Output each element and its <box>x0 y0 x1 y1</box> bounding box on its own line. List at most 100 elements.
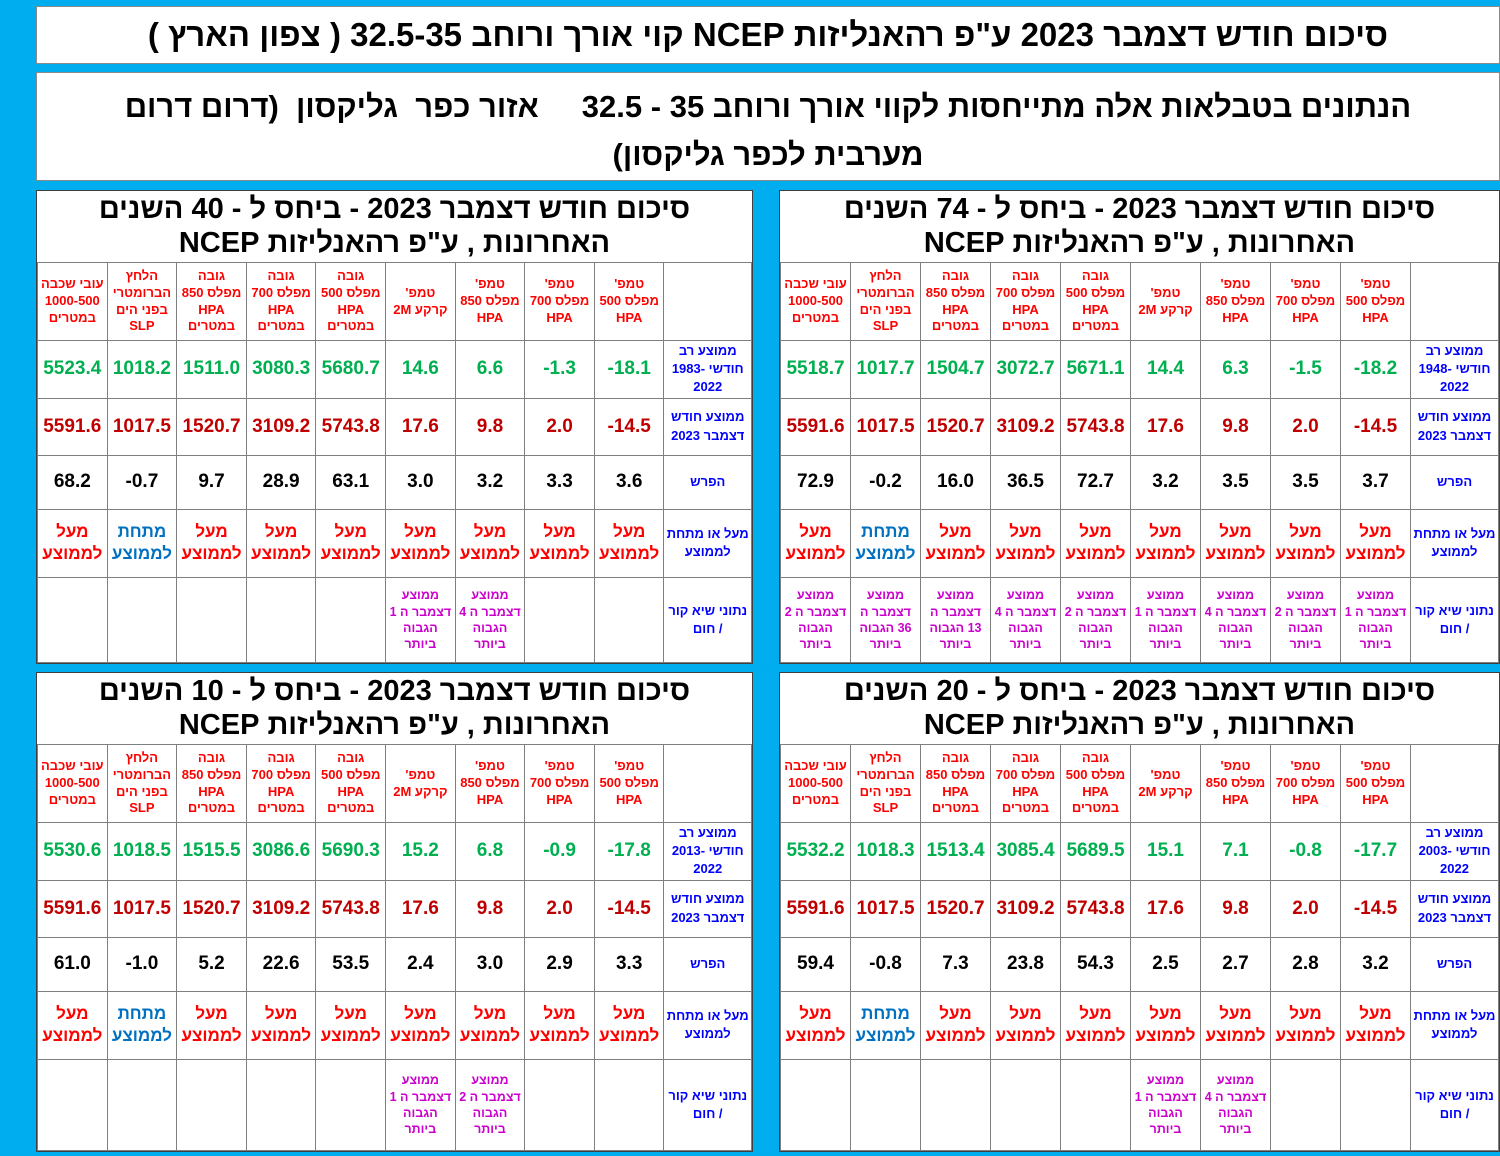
cell-avg: 5518.7 <box>780 340 851 399</box>
table-title-text: סיכום חודש דצמבר 2023 - ביחס ל - 20 השני… <box>843 675 1436 741</box>
cell-records: ממוצע דצמבר ה 1 הגבוה ביותר <box>385 576 456 664</box>
cell-dec: 3109.2 <box>245 879 317 938</box>
cell-avg: -18.2 <box>1340 340 1411 399</box>
cell-avg: 15.1 <box>1130 822 1201 881</box>
cell-dec: 1017.5 <box>106 397 178 456</box>
table-row-above: מעל לממוצע מתחת לממוצע מעל לממוצע מעל לממוצ… <box>37 508 752 578</box>
cell-above: מעל לממוצע <box>176 990 247 1060</box>
cell-avg: 1018.2 <box>106 340 178 399</box>
row-label: ממוצע רב חודשי 1948-2022 <box>1410 340 1499 399</box>
cell-above: מעל לממוצע <box>1060 990 1131 1060</box>
corner-cell <box>1410 262 1499 341</box>
row-label: מעל או מתחת לממוצע <box>663 990 752 1060</box>
cell-avg: 1515.5 <box>176 822 247 881</box>
page-title: סיכום חודש דצמבר 2023 ע"פ רהאנליזות NCEP… <box>36 6 1500 64</box>
corner-cell <box>663 744 752 823</box>
cell-above: מעל לממוצע <box>524 990 595 1060</box>
column-header: גובה מפלס 700 HPA במטרים <box>245 262 317 341</box>
cell-above: מעל לממוצע <box>1200 508 1271 578</box>
cell-diff: -1.0 <box>106 936 178 992</box>
cell-records <box>593 1058 665 1152</box>
table-row-records: ממוצע דצמבר ה 2 הגבוה ביותר ממוצע דצמבר ה… <box>780 576 1499 664</box>
column-header: גובה מפלס 700 HPA במטרים <box>245 744 317 823</box>
cell-dec: 17.6 <box>385 879 456 938</box>
cell-records <box>106 1058 178 1152</box>
cell-diff: 7.3 <box>920 936 991 992</box>
cell-above: מעל לממוצע <box>385 990 456 1060</box>
cell-records <box>524 576 595 664</box>
cell-avg: -0.8 <box>1270 822 1341 881</box>
cell-records <box>1060 1058 1131 1152</box>
header-row: עובי שכבה 1000-500 במטרים הלחץ הברומטרי ב… <box>37 744 752 823</box>
cell-avg: 3086.6 <box>245 822 317 881</box>
cell-avg: 3085.4 <box>990 822 1061 881</box>
cell-above: מעל לממוצע <box>1130 508 1201 578</box>
cell-diff: 61.0 <box>37 936 108 992</box>
cell-above: מעל לממוצע <box>524 508 595 578</box>
column-header: טמפ' מפלס 500 HPA <box>1340 262 1411 341</box>
cell-dec: 17.6 <box>1130 397 1201 456</box>
cell-records <box>315 1058 387 1152</box>
cell-diff: 59.4 <box>780 936 851 992</box>
cell-above: מעל לממוצע <box>1130 990 1201 1060</box>
cell-records <box>1340 1058 1411 1152</box>
cell-records: ממוצע דצמבר ה 2 הגבוה ביותר <box>780 576 851 664</box>
table-row-dec: 5591.6 1017.5 1520.7 3109.2 5743.8 17.6 9.8 2.0… <box>37 879 752 938</box>
cell-avg: 6.8 <box>454 822 526 881</box>
row-label: ממוצע רב חודשי 2013-2022 <box>663 822 752 881</box>
cell-dec: 5743.8 <box>1060 879 1131 938</box>
cell-avg: 5671.1 <box>1060 340 1131 399</box>
cell-dec: 2.0 <box>1270 397 1341 456</box>
cell-diff: 3.5 <box>1270 454 1341 510</box>
header-row: עובי שכבה 1000-500 במטרים הלחץ הברומטרי ב… <box>780 262 1499 341</box>
table-row-records: ממוצע דצמבר ה 1 הגבוה ביותר ממוצע דצמבר ה… <box>37 576 752 664</box>
cell-avg: 3072.7 <box>990 340 1061 399</box>
cell-diff: -0.7 <box>106 454 178 510</box>
cell-diff: 2.8 <box>1270 936 1341 992</box>
cell-records <box>920 1058 991 1152</box>
cell-above: מעל לממוצע <box>920 508 991 578</box>
cell-diff: 72.9 <box>780 454 851 510</box>
cell-dec: 3109.2 <box>990 879 1061 938</box>
row-label: הפרש <box>1410 454 1499 510</box>
cell-diff: 53.5 <box>315 936 387 992</box>
summary-table-vs-10-years: סיכום חודש דצמבר 2023 - ביחס ל - 10 השני… <box>36 672 753 1152</box>
column-header: גובה מפלס 500 HPA במטרים <box>315 744 387 823</box>
cell-avg: 1504.7 <box>920 340 991 399</box>
cell-diff: 2.7 <box>1200 936 1271 992</box>
cell-dec: 9.8 <box>454 397 526 456</box>
cell-above: מעל לממוצע <box>315 508 387 578</box>
row-label: נתוני שיא קור / חום <box>663 576 752 664</box>
cell-above: מעל לממוצע <box>385 508 456 578</box>
summary-table-vs-40-years: סיכום חודש דצמבר 2023 - ביחס ל - 40 השני… <box>36 190 753 664</box>
row-label: הפרש <box>663 936 752 992</box>
data-grid: עובי שכבה 1000-500 במטרים הלחץ הברומטרי ב… <box>37 744 752 1152</box>
cell-avg: 1513.4 <box>920 822 991 881</box>
cell-diff: 3.0 <box>454 936 526 992</box>
cell-records <box>524 1058 595 1152</box>
cell-records: ממוצע דצמבר ה 2 הגבוה ביותר <box>1060 576 1131 664</box>
column-header: הלחץ הברומטרי בפני הים SLP <box>850 262 921 341</box>
cell-above: מתחת לממוצע <box>106 508 178 578</box>
cell-records <box>176 576 247 664</box>
table-row-diff: 61.0 -1.0 5.2 22.6 53.5 2.4 3.0 2.9 3.3 הפרש <box>37 936 752 992</box>
cell-diff: 36.5 <box>990 454 1061 510</box>
summary-table-vs-20-years: סיכום חודש דצמבר 2023 - ביחס ל - 20 השני… <box>779 672 1500 1152</box>
column-header: גובה מפלס 700 HPA במטרים <box>990 744 1061 823</box>
cell-diff: -0.8 <box>850 936 921 992</box>
row-label: ממוצע רב חודשי 2003-2022 <box>1410 822 1499 881</box>
column-header: הלחץ הברומטרי בפני הים SLP <box>106 744 178 823</box>
cell-dec: -14.5 <box>1340 397 1411 456</box>
cell-above: מעל לממוצע <box>245 508 317 578</box>
cell-dec: 2.0 <box>1270 879 1341 938</box>
column-header: גובה מפלס 500 HPA במטרים <box>1060 262 1131 341</box>
cell-dec: 5743.8 <box>315 879 387 938</box>
cell-records: ממוצע דצמבר ה 1 הגבוה ביותר <box>1130 1058 1201 1152</box>
cell-dec: -14.5 <box>593 879 665 938</box>
corner-cell <box>663 262 752 341</box>
row-label: נתוני שיא קור / חום <box>663 1058 752 1152</box>
column-header: עובי שכבה 1000-500 במטרים <box>780 262 851 341</box>
column-header: הלחץ הברומטרי בפני הים SLP <box>106 262 178 341</box>
table-row-records: ממוצע דצמבר ה 1 הגבוה ביותר ממוצע דצמבר ה… <box>37 1058 752 1152</box>
